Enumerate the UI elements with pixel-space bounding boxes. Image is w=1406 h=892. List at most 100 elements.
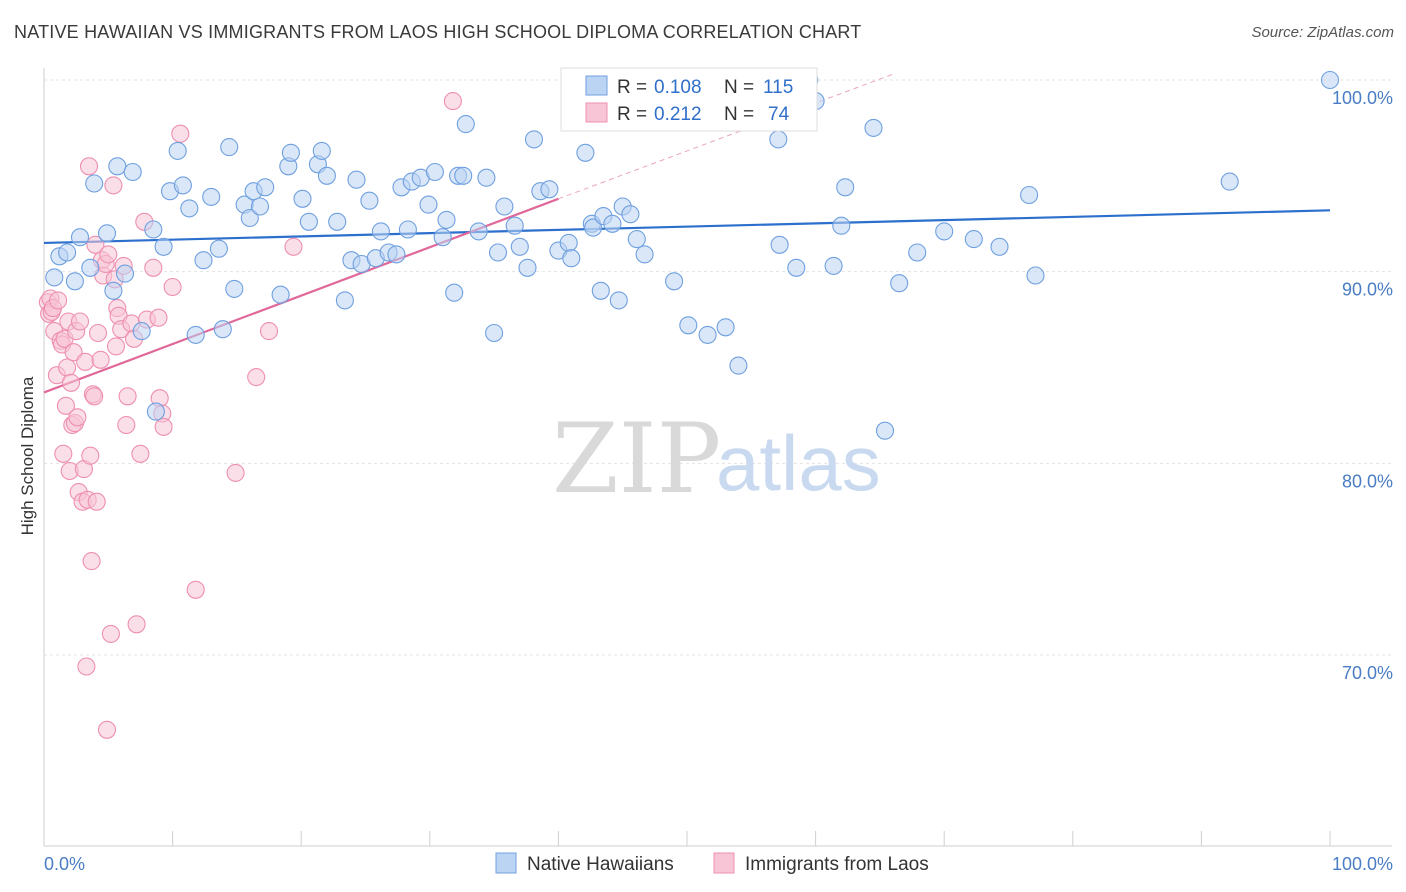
hawaii-point-14 bbox=[146, 402, 165, 421]
hawaii-point-11 bbox=[123, 162, 142, 182]
x-tick-label-max: 100.0% bbox=[1332, 854, 1393, 874]
hawaii-point-54 bbox=[419, 195, 438, 214]
hawaii-point-61 bbox=[456, 115, 475, 134]
laos-point-52 bbox=[118, 387, 137, 406]
hawaii-point-105 bbox=[964, 230, 983, 249]
hawaii-point-106 bbox=[990, 237, 1009, 256]
hawaii-point-66 bbox=[495, 197, 514, 216]
hawaii-point-10 bbox=[115, 264, 135, 283]
laos-point-7 bbox=[49, 291, 68, 310]
hawaii-point-64 bbox=[485, 323, 504, 343]
hawaii-point-74 bbox=[559, 233, 578, 252]
hawaii-point-38 bbox=[312, 141, 331, 160]
hawaii-point-104 bbox=[935, 222, 954, 241]
legend-swatch-native-hawaiians[interactable] bbox=[495, 852, 517, 874]
hawaii-point-82 bbox=[609, 291, 628, 310]
laos-point-71 bbox=[443, 92, 462, 111]
stats-n-value-hawaii: 115 bbox=[763, 77, 793, 98]
trend-line-native-hawaiians bbox=[43, 209, 1331, 245]
laos-point-13 bbox=[58, 358, 77, 377]
hawaii-point-4 bbox=[70, 228, 90, 247]
laos-point-63 bbox=[154, 417, 173, 436]
hawaii-point-68 bbox=[510, 237, 529, 256]
laos-point-68 bbox=[247, 368, 266, 387]
hawaii-point-35 bbox=[293, 189, 312, 208]
hawaii-point-57 bbox=[437, 210, 456, 229]
hawaii-point-18 bbox=[173, 176, 192, 195]
chart-title: NATIVE HAWAIIAN VS IMMIGRANTS FROM LAOS … bbox=[14, 22, 862, 42]
hawaii-point-89 bbox=[698, 325, 717, 344]
laos-point-10 bbox=[54, 444, 73, 463]
laos-point-34 bbox=[86, 235, 105, 254]
hawaii-point-97 bbox=[824, 256, 843, 275]
hawaii-point-90 bbox=[716, 318, 735, 337]
hawaii-point-67 bbox=[505, 216, 524, 235]
laos-point-26 bbox=[76, 352, 95, 371]
laos-point-42 bbox=[99, 245, 118, 264]
laos-point-21 bbox=[68, 408, 87, 427]
stats-legend-swatch-hawaii bbox=[585, 75, 608, 96]
stats-legend: R = 0.108 N = 115 R = 0.212 N = 74 bbox=[560, 67, 818, 132]
hawaii-point-60 bbox=[454, 166, 473, 185]
hawaii-point-41 bbox=[335, 291, 354, 310]
y-tick-label-100: 100.0% bbox=[1332, 88, 1393, 108]
watermark-zip: ZIP bbox=[552, 403, 721, 515]
stats-n-label-laos: N = bbox=[724, 104, 754, 125]
laos-point-65 bbox=[171, 124, 190, 143]
hawaii-point-92 bbox=[769, 130, 788, 149]
hawaii-point-2 bbox=[58, 243, 77, 262]
hawaii-point-79 bbox=[591, 281, 610, 300]
laos-point-55 bbox=[127, 615, 146, 634]
hawaii-point-49 bbox=[387, 245, 406, 264]
trend-line-ext-immigrants-from-laos bbox=[558, 73, 893, 200]
hawaii-point-58 bbox=[445, 283, 464, 302]
legend-label-immigrants-from-laos[interactable]: Immigrants from Laos bbox=[745, 854, 929, 875]
hawaii-point-102 bbox=[890, 274, 909, 293]
hawaii-point-36 bbox=[299, 212, 318, 231]
hawaii-point-99 bbox=[836, 178, 855, 197]
hawaii-point-43 bbox=[347, 170, 366, 189]
laos-point-12 bbox=[56, 396, 75, 415]
hawaii-point-87 bbox=[665, 272, 684, 291]
laos-point-27 bbox=[77, 657, 96, 676]
hawaii-point-13 bbox=[144, 220, 163, 239]
stats-r-label-laos: R = bbox=[617, 104, 647, 125]
hawaii-point-107 bbox=[1020, 185, 1039, 205]
hawaii-point-17 bbox=[168, 141, 187, 160]
hawaii-point-24 bbox=[213, 320, 232, 339]
laos-point-46 bbox=[106, 337, 126, 356]
hawaii-point-101 bbox=[875, 421, 895, 440]
hawaii-point-91 bbox=[729, 356, 748, 375]
laos-point-60 bbox=[149, 308, 168, 327]
hawaii-point-5 bbox=[81, 258, 100, 277]
hawaii-point-98 bbox=[832, 216, 851, 235]
legend-swatch-immigrants-from-laos[interactable] bbox=[713, 852, 735, 874]
laos-point-43 bbox=[101, 624, 120, 643]
hawaii-point-108 bbox=[1026, 266, 1045, 285]
legend-label-native-hawaiians[interactable]: Native Hawaiians bbox=[527, 854, 674, 875]
hawaii-point-45 bbox=[360, 191, 379, 210]
hawaii-point-85 bbox=[627, 230, 646, 249]
hawaii-point-100 bbox=[864, 118, 883, 137]
laos-point-69 bbox=[259, 322, 279, 341]
laos-point-59 bbox=[144, 258, 163, 277]
laos-point-33 bbox=[85, 387, 104, 406]
hawaii-point-34 bbox=[281, 143, 300, 162]
y-tick-label-80: 80.0% bbox=[1342, 471, 1393, 491]
hawaii-point-55 bbox=[425, 162, 444, 182]
hawaii-point-15 bbox=[154, 237, 173, 256]
stats-r-label-hawaii: R = bbox=[617, 77, 647, 98]
laos-point-37 bbox=[91, 350, 110, 369]
laos-point-56 bbox=[131, 444, 150, 463]
gridlines bbox=[44, 79, 1392, 656]
hawaii-point-26 bbox=[225, 279, 244, 298]
hawaii-point-20 bbox=[186, 325, 205, 344]
hawaii-point-8 bbox=[104, 281, 123, 300]
hawaii-point-93 bbox=[770, 235, 789, 254]
stats-legend-swatch-laos bbox=[585, 102, 608, 123]
hawaii-point-70 bbox=[524, 130, 544, 149]
x-ticks bbox=[43, 831, 1331, 846]
stats-r-value-hawaii: 0.108 bbox=[654, 77, 702, 98]
hawaii-point-76 bbox=[576, 143, 595, 162]
